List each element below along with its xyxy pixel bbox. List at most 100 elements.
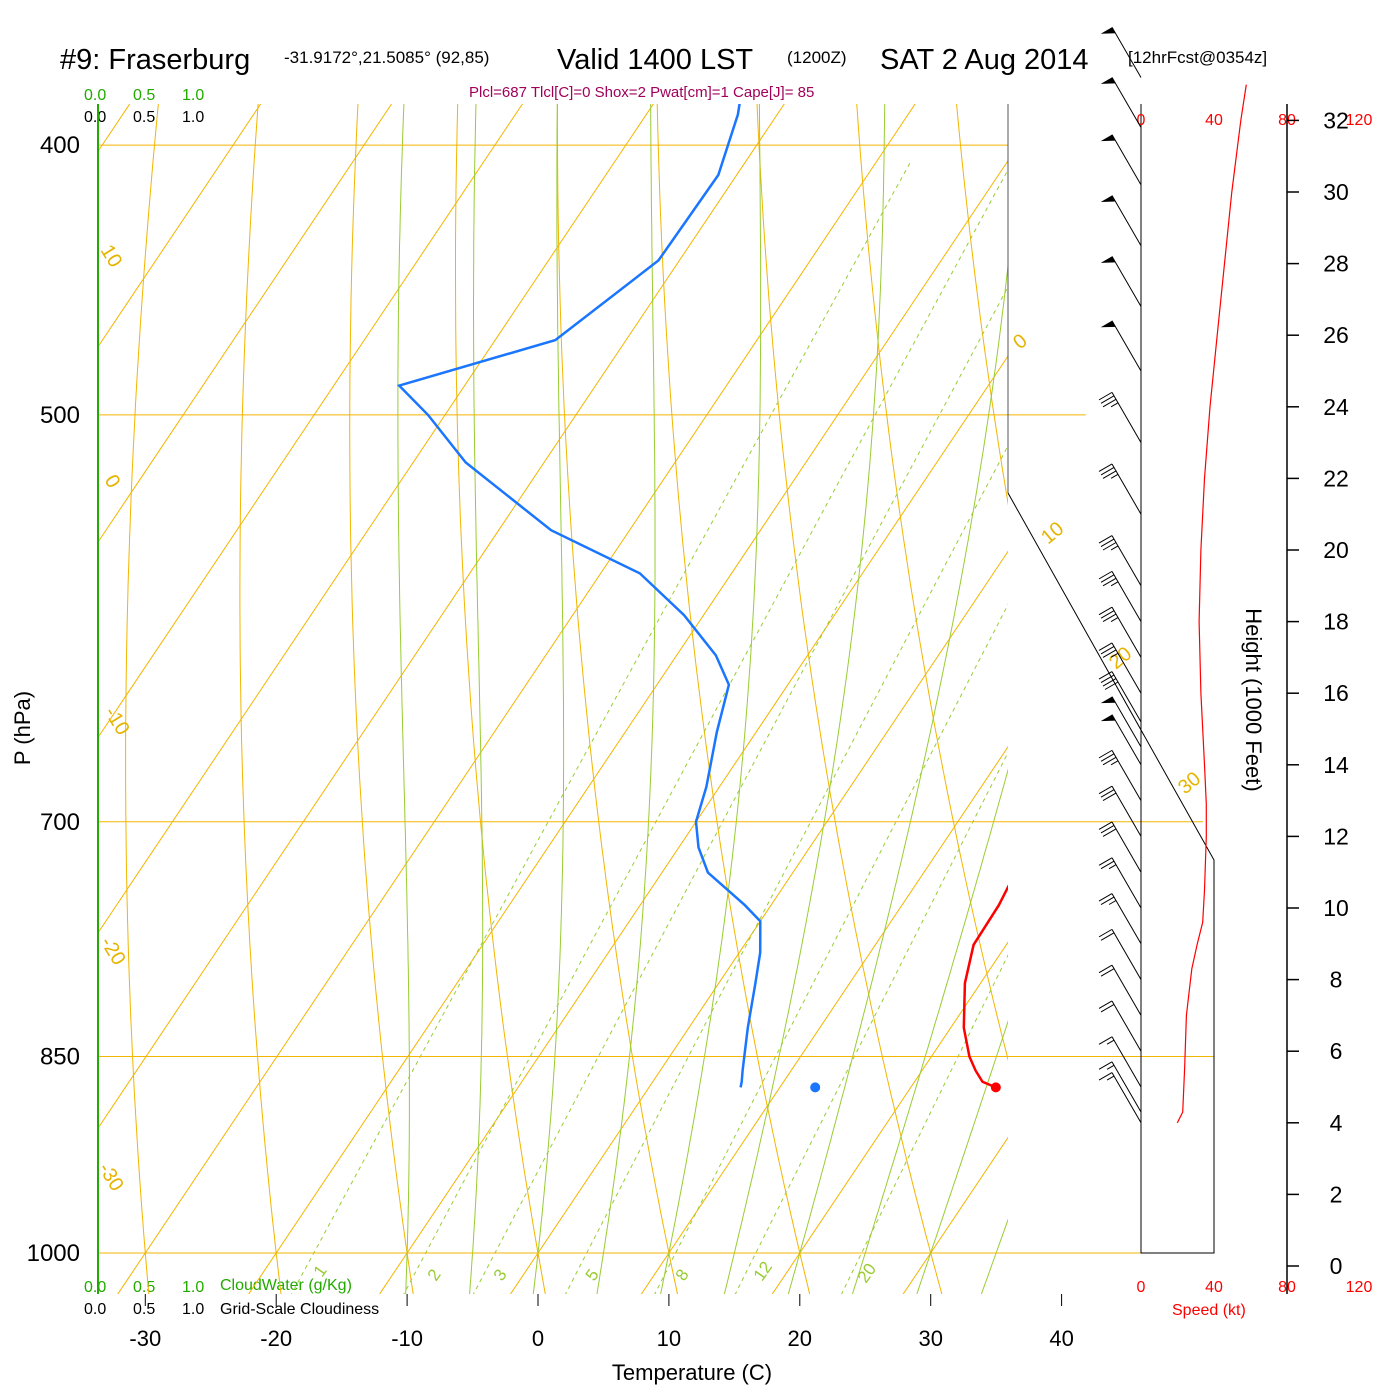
- height-tick-label: 10: [1323, 895, 1349, 921]
- height-axis-label: Height (1000 Feet): [1241, 608, 1266, 791]
- speed-tick-label: 40: [1205, 112, 1223, 129]
- isotherm: [379, 355, 1008, 1294]
- station-title: #9: Fraserburg: [60, 44, 250, 76]
- moist-adiabat: [723, 104, 886, 1294]
- wind-barb: [1098, 671, 1142, 723]
- isotherm: [0, 0, 413, 1395]
- cloudiness-tick: 1.0: [182, 109, 204, 126]
- mixing-ratio-line: [841, 954, 1008, 1294]
- wind-barb: [1098, 893, 1142, 945]
- cloudiness-tick: 1.0: [182, 1301, 204, 1318]
- dry-adiabat-label: -10: [100, 703, 134, 739]
- wind-barb: [1098, 1072, 1142, 1124]
- dry-adiabat-label: 30: [1174, 768, 1205, 799]
- wind-barb: [1100, 696, 1142, 748]
- cloudiness-tick: 0.0: [84, 109, 106, 126]
- valid-time: Valid 1400 LST: [557, 44, 753, 76]
- dewpoint-profile: [396, 104, 762, 1088]
- dry-adiabat-label: 10: [1037, 518, 1068, 549]
- height-tick-label: 24: [1323, 394, 1349, 420]
- temperature-tick-label: 30: [918, 1326, 942, 1351]
- dry-adiabat-label: -20: [96, 933, 130, 969]
- isotherm: [98, 104, 654, 934]
- mixing-ratio-label: 12: [750, 1258, 776, 1284]
- wind-barb: [1098, 749, 1142, 801]
- wind-barb: [1098, 1000, 1142, 1052]
- mixing-ratio-line: [291, 159, 912, 1294]
- isotherm: [0, 0, 282, 1395]
- wind-barb: [1098, 1061, 1142, 1113]
- surface-dewpoint-marker: [810, 1082, 821, 1093]
- cloudiness-tick: 0.5: [133, 109, 155, 126]
- temperature-tick-label: -20: [260, 1326, 292, 1351]
- x-axis-label: Temperature (C): [612, 1360, 772, 1385]
- wind-barb: [1098, 821, 1142, 873]
- pressure-tick-label: 850: [40, 1044, 80, 1071]
- speed-tick-label: 0: [1137, 1279, 1146, 1296]
- isotherm: [771, 941, 1008, 1294]
- wind-barb: [1098, 642, 1142, 694]
- temperature-tick-label: -10: [391, 1326, 423, 1351]
- pressure-tick-label: 500: [40, 402, 80, 429]
- wind-barb: [1098, 570, 1142, 622]
- moist-adiabat: [596, 104, 656, 1294]
- height-tick-label: 20: [1323, 537, 1349, 563]
- wind-speed-profile: [1176, 84, 1247, 1124]
- surface-temperature-marker: [990, 1082, 1001, 1093]
- temperature-profile: [962, 884, 1008, 1089]
- height-tick-label: 0: [1330, 1253, 1343, 1279]
- pressure-axis: 2503004005007008501000: [27, 132, 80, 1267]
- pressure-tick-label: 400: [40, 132, 80, 159]
- cloudwater-tick: 0.0: [84, 1279, 106, 1296]
- isotherm: [98, 104, 393, 544]
- wind-barb: [1098, 1036, 1142, 1088]
- temperature-axis: -30 -20 -10 0 10 20 30 40: [129, 1294, 1074, 1351]
- wind-barb: [1098, 928, 1142, 980]
- temperature-tick-label: 40: [1049, 1326, 1073, 1351]
- dry-adiabat: [756, 104, 943, 1294]
- wind-barb: [1098, 857, 1142, 909]
- temperature-tick-label: 0: [532, 1326, 544, 1351]
- moist-adiabat: [851, 768, 1008, 1294]
- cloudiness-label: Grid-Scale Cloudiness: [220, 1301, 379, 1318]
- pressure-tick-label: 1000: [27, 1240, 80, 1267]
- moist-adiabat: [532, 104, 565, 1294]
- height-tick-label: 18: [1323, 609, 1349, 635]
- forecast-info: [12hrFcst@0354z]: [1128, 48, 1267, 67]
- parcel-profile: [1050, 121, 1127, 714]
- adiabat-labels: 100-10-20-300102030123581220: [94, 241, 1205, 1286]
- moist-adiabat: [787, 261, 1008, 1294]
- height-tick-label: 26: [1323, 322, 1349, 348]
- wind-barb: [1100, 134, 1142, 186]
- wind-barb: [1098, 463, 1142, 515]
- dry-adiabat: [1192, 0, 1400, 1395]
- cloudwater-tick: 1.0: [182, 1279, 204, 1296]
- mixing-ratio-line: [734, 751, 1008, 1294]
- wind-barb: [1100, 256, 1142, 307]
- height-tick-label: 4: [1330, 1110, 1343, 1136]
- dry-adiabat-label: 0: [100, 471, 125, 492]
- height-tick-label: 8: [1330, 967, 1343, 993]
- moist-adiabat: [916, 1020, 1008, 1294]
- isotherm: [98, 104, 131, 153]
- valid-date: SAT 2 Aug 2014: [880, 44, 1089, 76]
- dry-adiabat: [349, 104, 414, 1294]
- moist-adiabat: [397, 104, 410, 1294]
- mixing-ratio-line: [403, 168, 1008, 1294]
- wind-barb: [1100, 77, 1142, 128]
- dry-adiabat-label: 10: [96, 241, 126, 272]
- cloudwater-tick: 0.5: [133, 1279, 155, 1296]
- wind-barb: [1100, 26, 1142, 78]
- isotherm: [509, 550, 1008, 1294]
- height-tick-label: 12: [1323, 823, 1349, 849]
- wind-barb: [1098, 964, 1142, 1016]
- cloudwater-tick: 1.0: [182, 87, 204, 104]
- utc-time: (1200Z): [787, 48, 847, 67]
- cloud-scale-top: 0.0 0.5 1.0 0.0 0.5 1.0: [84, 87, 204, 126]
- moist-adiabat: [660, 104, 762, 1294]
- isotherm: [98, 104, 785, 1130]
- station-coords: -31.9172°,21.5085° (92,85): [284, 48, 489, 67]
- moist-adiabat: [980, 1218, 1008, 1294]
- moist-adiabat: [469, 104, 484, 1294]
